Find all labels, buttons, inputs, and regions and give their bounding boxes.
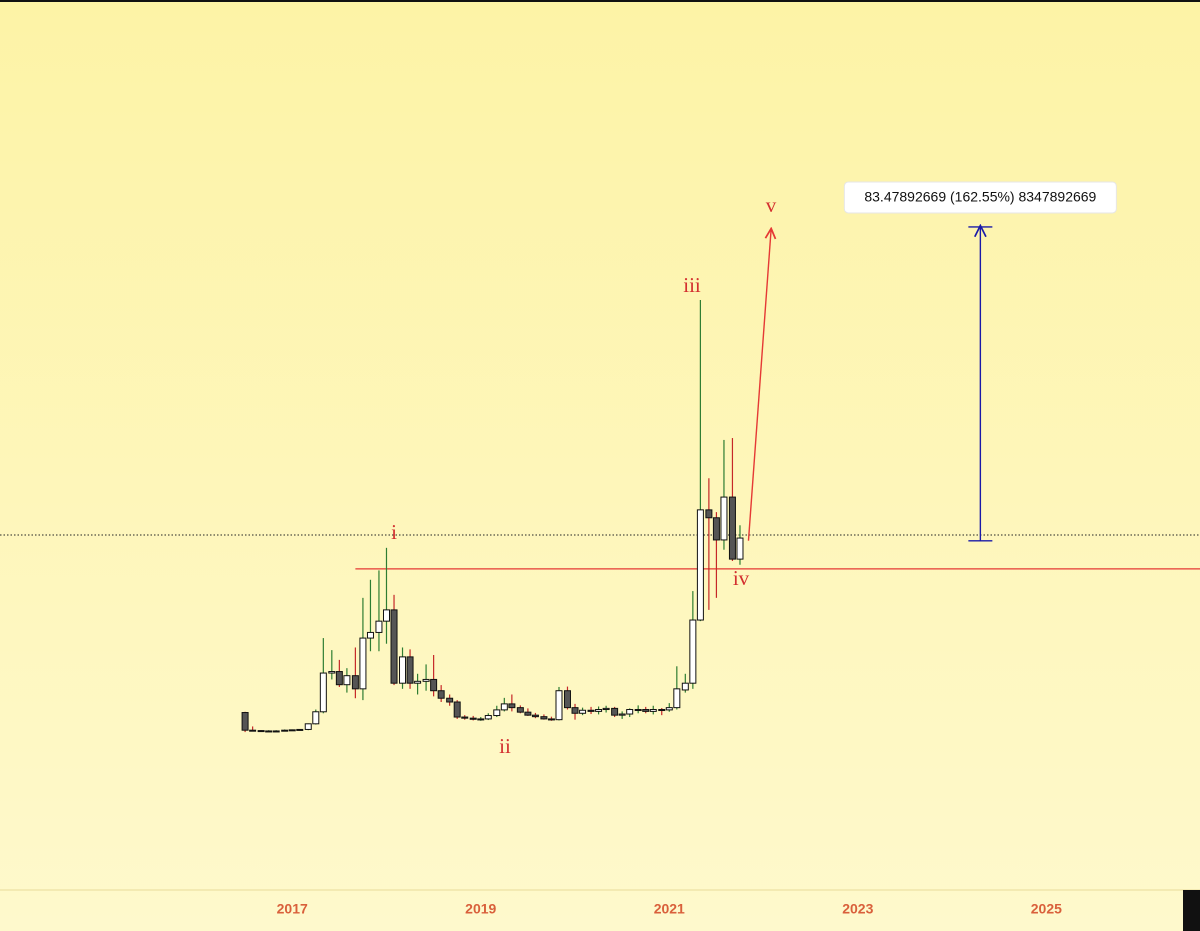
x-tick-label: 2025 — [1031, 901, 1062, 917]
candle-body — [579, 709, 587, 714]
candle-body — [508, 703, 516, 709]
candle-body — [540, 716, 548, 720]
candle-body — [319, 672, 327, 713]
candle-body — [281, 729, 289, 732]
candle-body — [728, 496, 736, 560]
candle-body — [500, 703, 508, 711]
candle-body — [375, 620, 383, 633]
wave-label: v — [766, 193, 777, 217]
wave-label: iii — [683, 273, 701, 297]
candle-body — [351, 675, 359, 690]
candle-body — [296, 728, 304, 731]
candle-body — [658, 709, 666, 712]
candle-body — [531, 714, 539, 718]
candle-body — [359, 637, 367, 690]
measure-label-box — [843, 181, 1117, 214]
candle-body — [469, 717, 477, 720]
candle-body — [705, 509, 713, 519]
candle-body — [516, 707, 524, 713]
candle-body — [414, 680, 422, 684]
candle-body — [265, 730, 273, 733]
candle-body — [602, 707, 610, 711]
candle-body — [406, 656, 414, 684]
candle-body — [587, 709, 595, 712]
wave-label: iv — [733, 566, 750, 590]
candle-body — [649, 709, 657, 712]
candle-body — [720, 496, 728, 541]
candle-body — [696, 509, 704, 621]
candle-body — [524, 711, 532, 716]
candle-body — [477, 718, 485, 721]
candle-body — [343, 675, 351, 686]
candle-body — [595, 709, 603, 712]
candle-body — [611, 707, 619, 716]
candle-body — [642, 709, 650, 712]
candle-body — [288, 729, 296, 732]
top-border — [0, 0, 1200, 2]
candle-body — [422, 678, 430, 682]
candle-body — [437, 690, 445, 699]
candle-body — [390, 609, 398, 684]
candle-body — [618, 713, 626, 716]
candle-body — [328, 671, 336, 674]
candle-body — [446, 697, 454, 703]
x-tick-label: 2023 — [842, 901, 873, 917]
candle-body — [366, 631, 374, 639]
candle-body — [461, 716, 469, 719]
candle-body — [493, 709, 501, 717]
candle-body — [484, 715, 492, 720]
candle-body — [563, 690, 571, 709]
candle-body — [312, 711, 320, 725]
candle-body — [571, 707, 579, 714]
candle-body — [555, 690, 563, 721]
candle-body — [257, 730, 265, 733]
candle-body — [241, 712, 249, 731]
wave-label: ii — [499, 734, 511, 758]
candle-body — [634, 709, 642, 712]
candle-body — [681, 682, 689, 691]
candle-body — [689, 619, 697, 684]
candle-body — [453, 701, 461, 718]
candle-body — [547, 718, 555, 721]
candle-body — [399, 656, 407, 684]
measure-label: 83.47892669 (162.55%) 8347892669 — [864, 189, 1096, 205]
candle-body — [626, 709, 634, 715]
candle-body — [272, 730, 280, 733]
corner-block — [1183, 890, 1200, 931]
candle-body — [304, 723, 312, 730]
candle-body — [712, 517, 720, 541]
candle-body — [673, 688, 681, 709]
candle-body — [430, 678, 438, 692]
wave-label: i — [391, 520, 397, 544]
x-tick-label: 2017 — [277, 901, 308, 917]
x-tick-label: 2019 — [465, 901, 496, 917]
candle-body — [249, 729, 257, 732]
candle-body — [335, 671, 343, 686]
x-tick-label: 2021 — [654, 901, 685, 917]
candle-body — [736, 537, 744, 560]
projection-arrow — [747, 230, 771, 541]
candle-body — [382, 609, 390, 622]
candle-body — [665, 707, 673, 711]
